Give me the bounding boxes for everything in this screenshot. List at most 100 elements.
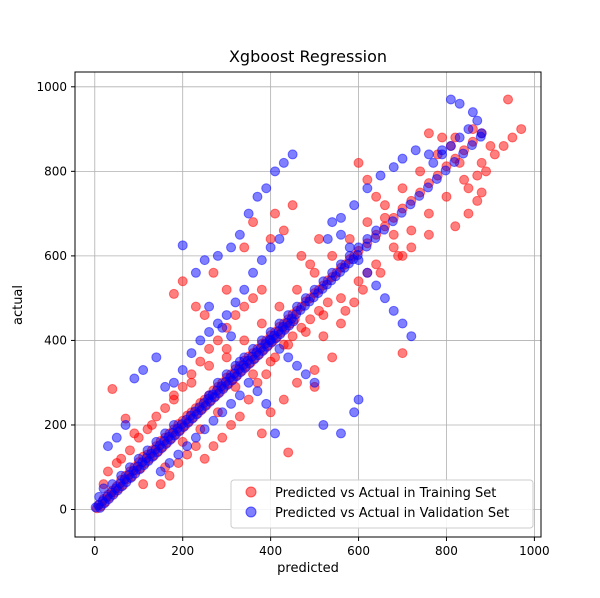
training-point (190, 441, 201, 452)
training-point (199, 453, 210, 464)
training-point (274, 301, 285, 312)
validation-point (466, 140, 477, 151)
training-point (353, 276, 364, 287)
validation-point (278, 157, 289, 168)
training-point (313, 305, 324, 316)
validation-point (116, 470, 127, 481)
validation-point (437, 149, 448, 160)
validation-point (243, 377, 254, 388)
training-point (204, 343, 215, 354)
training-point (160, 403, 171, 414)
validation-point (335, 212, 346, 223)
x-tick-label: 800 (435, 544, 458, 558)
validation-point (387, 216, 398, 227)
validation-point (261, 398, 272, 409)
validation-point (476, 128, 487, 139)
validation-point (274, 233, 285, 244)
y-tick-label: 600 (44, 249, 67, 263)
validation-point (164, 458, 175, 469)
training-point (256, 284, 267, 295)
training-point (423, 208, 434, 219)
validation-point (344, 250, 355, 261)
legend: Predicted vs Actual in Training Set Pred… (230, 479, 534, 529)
training-point (296, 250, 307, 261)
validation-point (406, 331, 417, 342)
training-point (177, 276, 188, 287)
validation-point (405, 199, 416, 210)
training-point (292, 284, 303, 295)
training-point (406, 242, 417, 253)
chart-title: Xgboost Regression (229, 47, 387, 66)
training-point (362, 217, 373, 228)
validation-point (335, 229, 346, 240)
training-point (340, 305, 351, 316)
validation-point (204, 390, 215, 401)
validation-point (300, 293, 311, 304)
training-point (208, 267, 219, 278)
validation-point (190, 432, 201, 443)
validation-point (107, 479, 118, 490)
validation-point (221, 369, 232, 380)
training-point (476, 157, 487, 168)
validation-point (160, 428, 171, 439)
validation-point (190, 267, 201, 278)
validation-point (98, 483, 109, 494)
validation-point (204, 301, 215, 312)
training-point (151, 411, 162, 422)
training-point (221, 284, 232, 295)
validation-point (318, 419, 329, 430)
legend-marker-validation (245, 506, 257, 518)
training-point (371, 259, 382, 270)
training-point (503, 94, 514, 105)
validation-point (335, 428, 346, 439)
training-point (489, 149, 500, 160)
y-tick-label: 1000 (36, 80, 67, 94)
training-point (322, 297, 333, 308)
validation-point (226, 331, 237, 342)
validation-point (129, 373, 140, 384)
validation-point (423, 182, 434, 193)
validation-point (283, 352, 294, 363)
validation-point (344, 242, 355, 253)
training-point (270, 352, 281, 363)
training-point (221, 352, 232, 363)
validation-point (414, 190, 425, 201)
validation-point (349, 200, 360, 211)
training-point (344, 233, 355, 244)
validation-point (445, 94, 456, 105)
validation-point (168, 419, 179, 430)
validation-point (248, 267, 259, 278)
training-point (362, 174, 373, 185)
training-point (265, 233, 276, 244)
validation-point (396, 207, 407, 218)
validation-point (226, 398, 237, 409)
legend-marker-training (245, 486, 257, 498)
training-point (116, 453, 127, 464)
validation-point (449, 157, 460, 168)
validation-point (265, 335, 276, 346)
validation-point (138, 365, 149, 376)
x-tick-label: 1000 (519, 544, 550, 558)
validation-point (234, 390, 245, 401)
training-point (437, 132, 448, 143)
validation-series (90, 94, 487, 513)
y-axis-ticks: 0 200 400 600 800 1000 (36, 80, 75, 517)
validation-point (182, 441, 193, 452)
training-point (283, 447, 294, 458)
validation-point (362, 183, 373, 194)
training-point (107, 384, 118, 395)
training-point (133, 432, 144, 443)
validation-point (335, 259, 346, 270)
training-point (423, 128, 434, 139)
validation-point (230, 297, 241, 308)
validation-point (239, 284, 250, 295)
validation-point (318, 276, 329, 287)
validation-point (252, 191, 263, 202)
training-point (248, 293, 259, 304)
validation-point (397, 318, 408, 329)
validation-point (265, 242, 276, 253)
training-point (270, 208, 281, 219)
validation-point (283, 310, 294, 321)
validation-point (362, 267, 373, 278)
